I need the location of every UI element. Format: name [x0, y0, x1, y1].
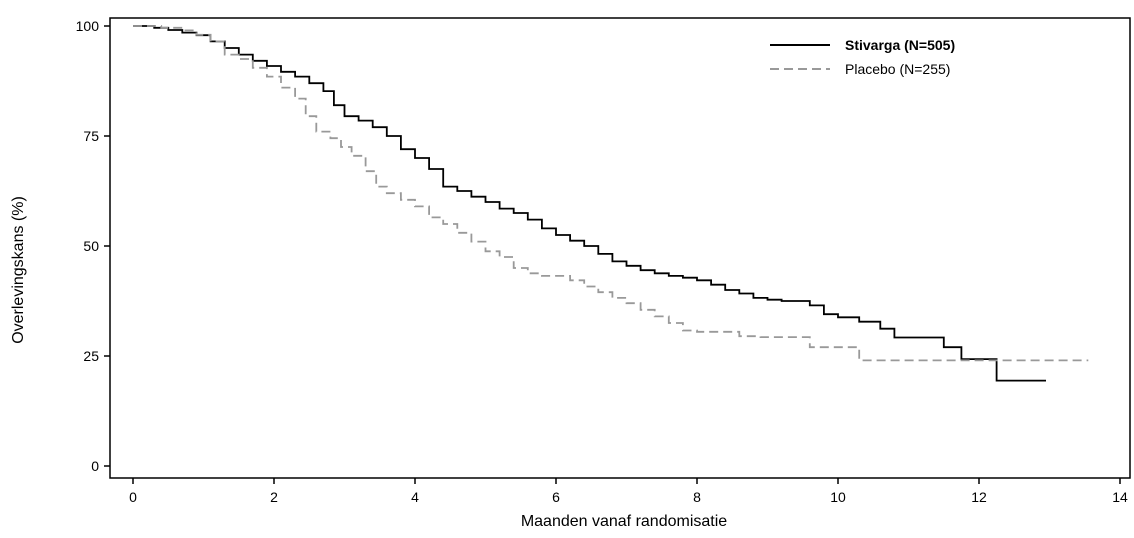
x-tick-label-4: 4 — [411, 489, 419, 505]
y-axis-title: Overlevingskans (%) — [10, 196, 27, 344]
series-line-placebo — [133, 25, 1089, 362]
y-tick-label-100: 100 — [76, 18, 100, 34]
x-tick-label-0: 0 — [129, 489, 137, 505]
legend-item-stivarga: Stivarga (N=505) — [770, 37, 955, 53]
series-layer — [133, 25, 1089, 382]
x-tick-label-2: 2 — [270, 489, 278, 505]
x-tick-label-6: 6 — [552, 489, 560, 505]
y-tick-label-25: 25 — [83, 348, 99, 364]
plot-frame — [109, 17, 1131, 479]
legend: Stivarga (N=505) Placebo (N=255) — [770, 37, 955, 77]
legend-label-placebo: Placebo (N=255) — [845, 61, 950, 77]
x-tick-label-10: 10 — [830, 489, 846, 505]
legend-label-stivarga: Stivarga (N=505) — [845, 37, 955, 53]
legend-item-placebo: Placebo (N=255) — [770, 61, 950, 77]
x-tick-label-12: 12 — [971, 489, 987, 505]
series-line-stivarga — [133, 25, 1046, 382]
y-tick-label-75: 75 — [83, 128, 99, 144]
x-axis-title: Maanden vanaf randomisatie — [521, 513, 727, 530]
y-tick-label-50: 50 — [83, 238, 99, 254]
x-tick-label-14: 14 — [1112, 489, 1128, 505]
y-tick-label-0: 0 — [91, 458, 99, 474]
x-tick-label-8: 8 — [693, 489, 701, 505]
axes: 0 25 50 75 100 0 2 4 6 8 10 12 14 — [76, 17, 1131, 505]
